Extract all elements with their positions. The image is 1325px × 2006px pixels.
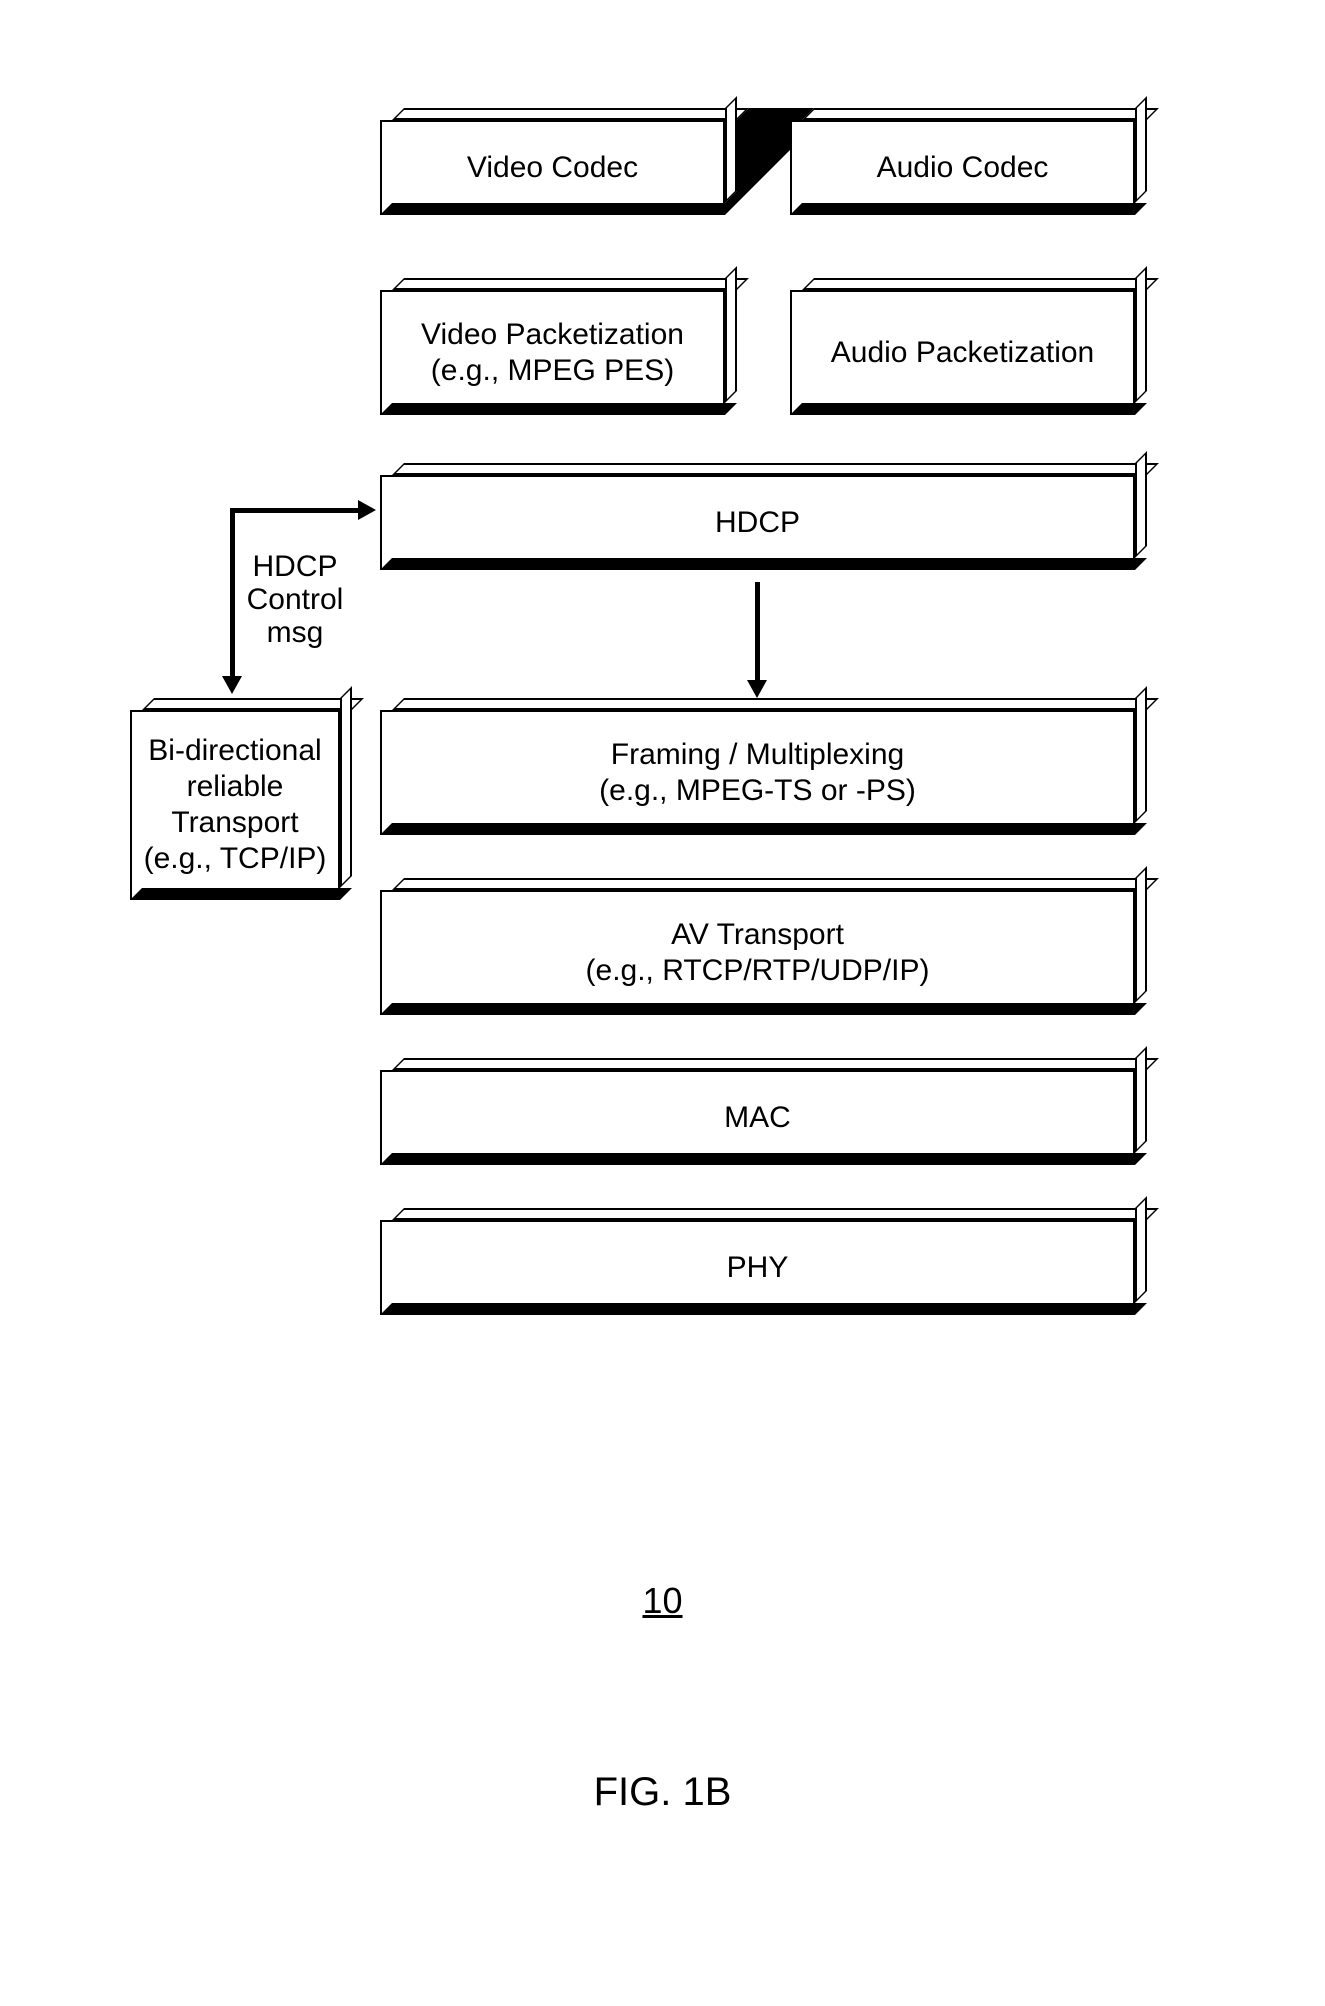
node-label: Transport — [171, 805, 298, 841]
node-label: (e.g., MPEG-TS or -PS) — [599, 773, 916, 809]
annotation-hdcp-control-msg: HDCP Control msg — [215, 550, 375, 649]
annotation-line: HDCP — [215, 550, 375, 583]
node-bidirectional-transport: Bi-directional reliable Transport (e.g.,… — [130, 710, 340, 900]
node-label: HDCP — [715, 505, 800, 541]
node-label: Bi-directional — [148, 733, 321, 769]
figure-number: 10 — [0, 1580, 1325, 1622]
node-hdcp: HDCP — [380, 475, 1135, 570]
node-mac: MAC — [380, 1070, 1135, 1165]
node-label: Framing / Multiplexing — [611, 737, 904, 773]
node-label: Audio Codec — [877, 150, 1049, 186]
node-label: Audio Packetization — [831, 335, 1095, 371]
node-audio-packetization: Audio Packetization — [790, 290, 1135, 415]
node-label: (e.g., TCP/IP) — [144, 841, 327, 877]
edge-branch-hdcp — [230, 508, 360, 513]
node-label: Video Packetization — [421, 317, 684, 353]
node-audio-codec: Audio Codec — [790, 120, 1135, 215]
node-label: (e.g., MPEG PES) — [431, 353, 674, 389]
node-label: PHY — [727, 1250, 789, 1286]
annotation-line: Control msg — [215, 583, 375, 649]
node-video-codec: Video Codec — [380, 120, 725, 215]
node-label: reliable — [187, 769, 284, 805]
node-phy: PHY — [380, 1220, 1135, 1315]
arrowhead-down-icon — [747, 680, 767, 698]
node-av-transport: AV Transport (e.g., RTCP/RTP/UDP/IP) — [380, 890, 1135, 1015]
edge-hdcp-framing — [755, 582, 760, 682]
arrowhead-down-icon — [222, 676, 242, 694]
node-label: MAC — [724, 1100, 791, 1136]
node-video-packetization: Video Packetization (e.g., MPEG PES) — [380, 290, 725, 415]
arrowhead-right-icon — [358, 500, 376, 520]
node-label: AV Transport — [671, 917, 844, 953]
node-framing-multiplexing: Framing / Multiplexing (e.g., MPEG-TS or… — [380, 710, 1135, 835]
figure-label: FIG. 1B — [0, 1770, 1325, 1815]
node-label: (e.g., RTCP/RTP/UDP/IP) — [586, 953, 930, 989]
node-label: Video Codec — [467, 150, 638, 186]
